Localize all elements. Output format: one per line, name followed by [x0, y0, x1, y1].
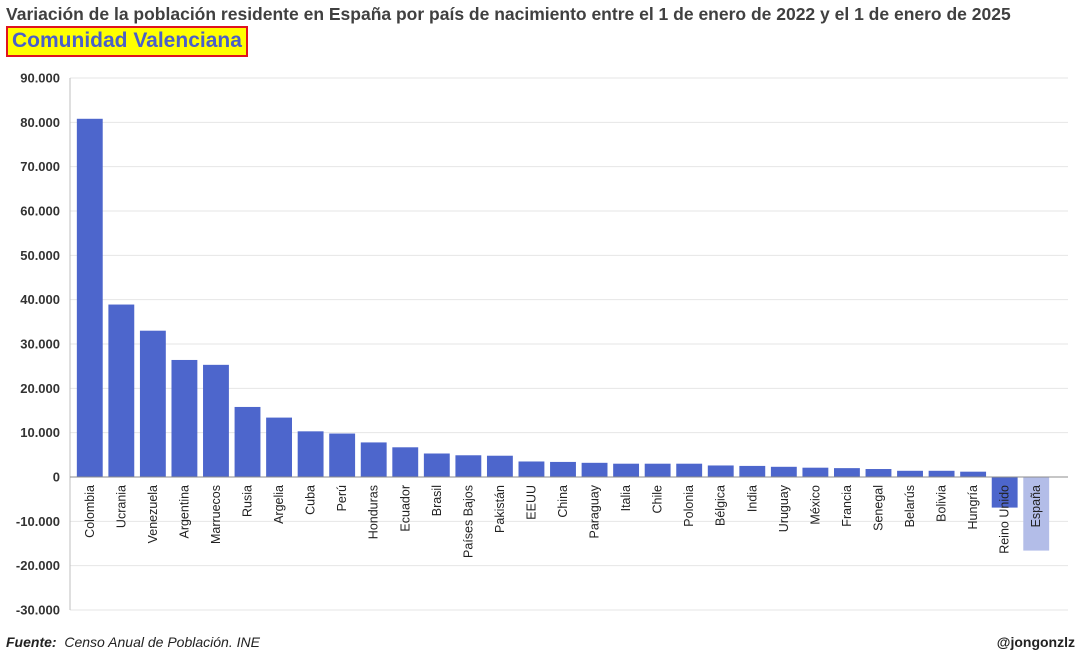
x-tick-label: Polonia	[682, 485, 696, 527]
x-tick-label: Ecuador	[398, 485, 412, 532]
y-tick-label: 0	[53, 470, 60, 485]
x-tick-label: Pakistán	[493, 485, 507, 533]
y-tick-label: 80.000	[20, 115, 60, 130]
bar	[360, 442, 387, 477]
x-tick-label: Países Bajos	[461, 485, 475, 558]
source-note: Fuente: Censo Anual de Población. INE	[6, 634, 260, 650]
bar	[234, 406, 261, 477]
x-tick-label: Ucrania	[114, 485, 128, 528]
bar	[423, 453, 450, 477]
x-tick-label: Perú	[335, 485, 349, 511]
y-tick-label: 10.000	[20, 425, 60, 440]
bar	[455, 455, 482, 477]
y-tick-label: 90.000	[20, 71, 60, 86]
bar	[392, 447, 419, 477]
bar	[834, 468, 860, 477]
bar	[550, 461, 576, 477]
source-label: Fuente:	[6, 634, 57, 650]
bar	[770, 466, 797, 477]
x-tick-label: Paraguay	[588, 484, 602, 538]
bar	[802, 467, 829, 477]
x-tick-label: Bélgica	[714, 485, 728, 526]
bar	[486, 455, 513, 477]
x-tick-label: Argelia	[272, 485, 286, 524]
x-tick-label: Francia	[840, 485, 854, 527]
bar	[644, 463, 671, 477]
x-tick-label: Rusia	[241, 485, 255, 517]
bar	[707, 465, 734, 477]
bar	[518, 461, 545, 477]
y-tick-label: -20.000	[16, 558, 60, 573]
bar	[739, 465, 766, 477]
x-tick-label: EEUU	[524, 485, 538, 520]
bar	[581, 462, 608, 477]
bar	[960, 471, 987, 477]
chart-title: Variación de la población residente en E…	[6, 4, 1011, 24]
x-tick-label: Chile	[651, 485, 665, 514]
bar	[203, 364, 229, 477]
x-axis-categories: Colombia Ucrania Venezuela Argentina Marruec…	[83, 484, 1043, 558]
y-axis: 90.000 80.000 70.000 60.000 50.000 40.000 30.0…	[16, 71, 60, 618]
x-tick-label: España	[1029, 485, 1043, 527]
x-tick-label: India	[745, 485, 759, 512]
x-tick-label: Senegal	[871, 485, 885, 531]
bar	[76, 118, 103, 477]
y-tick-label: 70.000	[20, 159, 60, 174]
x-tick-label: México	[808, 485, 822, 525]
x-tick-label: Belarús	[903, 485, 917, 527]
y-tick-label: 30.000	[20, 337, 60, 352]
bar-chart: 90.000 80.000 70.000 60.000 50.000 40.000 30.0…	[16, 71, 1068, 618]
source-text: Censo Anual de Población. INE	[64, 634, 260, 650]
y-tick-label: 20.000	[20, 381, 60, 396]
x-tick-label: China	[556, 485, 570, 518]
x-tick-label: Italia	[619, 485, 633, 511]
bar	[613, 463, 640, 477]
x-tick-label: Marruecos	[209, 485, 223, 544]
bar	[329, 433, 356, 477]
y-tick-label: -10.000	[16, 514, 60, 529]
bars	[76, 118, 1050, 551]
x-tick-label: Honduras	[367, 485, 381, 539]
bar	[897, 470, 923, 477]
x-tick-label: Cuba	[304, 485, 318, 515]
x-tick-label: Reino Unido	[998, 485, 1012, 554]
bar	[266, 417, 292, 477]
x-tick-label: Argentina	[177, 485, 191, 539]
bar	[928, 470, 955, 477]
bar	[171, 359, 198, 477]
bar	[108, 304, 135, 477]
y-tick-label: 50.000	[20, 248, 60, 263]
x-tick-label: Brasil	[430, 485, 444, 516]
bar	[139, 330, 166, 477]
x-tick-label: Colombia	[83, 485, 97, 538]
axis-lines	[69, 78, 1068, 610]
x-tick-label: Venezuela	[146, 485, 160, 543]
region-label: Comunidad Valenciana	[6, 26, 248, 57]
y-tick-label: 40.000	[20, 292, 60, 307]
bar	[676, 463, 703, 477]
y-tick-label: -30.000	[16, 603, 60, 618]
y-tick-label: 60.000	[20, 204, 60, 219]
x-tick-label: Hungría	[966, 485, 980, 530]
x-tick-label: Uruguay	[777, 484, 791, 532]
bar	[297, 431, 324, 477]
bar	[1023, 477, 1050, 551]
bar	[991, 477, 1018, 508]
author-credit: @jongonzlz	[996, 634, 1075, 650]
bar	[865, 469, 892, 477]
x-tick-label: Bolivia	[935, 485, 949, 522]
